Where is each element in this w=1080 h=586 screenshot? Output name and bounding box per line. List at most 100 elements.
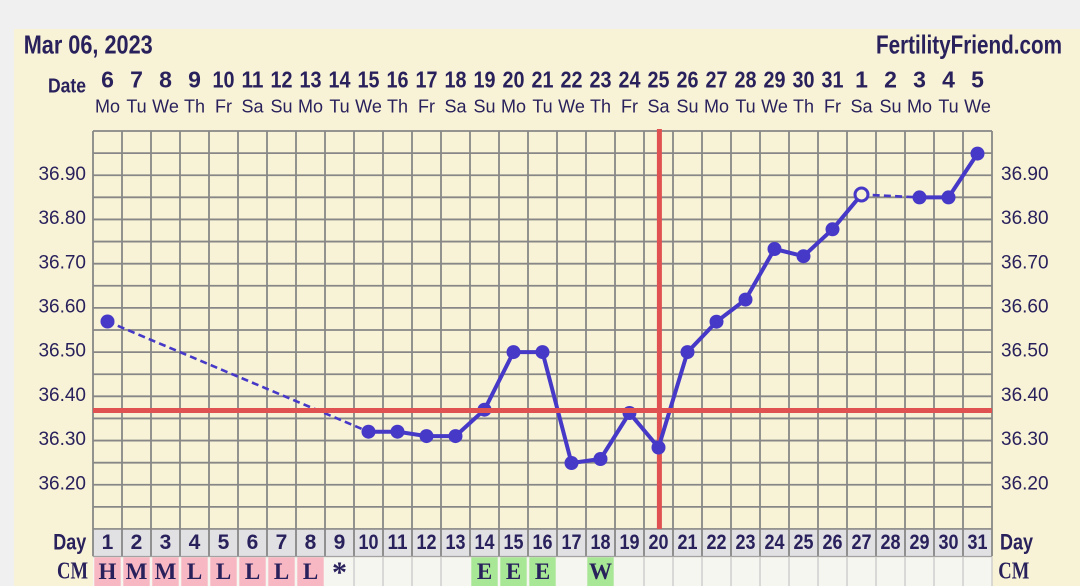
svg-text:27: 27 <box>852 531 872 554</box>
svg-text:Mo: Mo <box>704 97 729 117</box>
svg-text:M: M <box>155 559 177 584</box>
svg-text:25: 25 <box>794 531 814 554</box>
svg-text:L: L <box>245 559 260 584</box>
svg-text:36.40: 36.40 <box>38 385 86 406</box>
svg-text:14: 14 <box>329 67 351 93</box>
svg-text:6: 6 <box>247 531 259 554</box>
svg-text:L: L <box>303 559 318 584</box>
svg-text:20: 20 <box>649 531 669 554</box>
svg-text:Mo: Mo <box>501 97 526 117</box>
svg-text:31: 31 <box>968 531 988 554</box>
svg-text:19: 19 <box>620 531 640 554</box>
svg-text:22: 22 <box>707 531 727 554</box>
svg-text:12: 12 <box>271 67 293 93</box>
svg-text:E: E <box>535 559 550 584</box>
svg-text:Mo: Mo <box>95 97 120 117</box>
svg-text:1: 1 <box>102 531 114 554</box>
svg-text:CM: CM <box>57 559 88 585</box>
svg-text:Sa: Sa <box>647 97 670 117</box>
svg-text:Tu: Tu <box>532 97 552 117</box>
svg-text:14: 14 <box>475 531 495 554</box>
svg-text:Date: Date <box>48 76 86 98</box>
svg-text:26: 26 <box>823 531 843 554</box>
svg-text:FertilityFriend.com: FertilityFriend.com <box>876 29 1062 59</box>
svg-text:13: 13 <box>446 531 466 554</box>
svg-text:*: * <box>332 556 347 586</box>
svg-text:36.90: 36.90 <box>38 164 86 185</box>
svg-text:27: 27 <box>706 67 728 93</box>
svg-text:10: 10 <box>213 67 235 93</box>
svg-text:H: H <box>99 559 117 584</box>
svg-text:Tu: Tu <box>329 97 349 117</box>
svg-text:36.70: 36.70 <box>1001 252 1049 273</box>
svg-text:36.80: 36.80 <box>1001 208 1049 229</box>
svg-text:We: We <box>355 97 382 117</box>
svg-text:1: 1 <box>855 67 868 93</box>
svg-text:11: 11 <box>388 531 408 554</box>
svg-text:Sa: Sa <box>444 97 467 117</box>
svg-text:26: 26 <box>677 67 699 93</box>
svg-text:36.90: 36.90 <box>1001 164 1049 185</box>
svg-text:3: 3 <box>160 531 172 554</box>
svg-text:22: 22 <box>561 67 583 93</box>
svg-text:Su: Su <box>473 97 495 117</box>
svg-text:36.60: 36.60 <box>38 297 86 318</box>
svg-text:18: 18 <box>445 67 467 93</box>
svg-text:20: 20 <box>503 67 525 93</box>
svg-text:Sa: Sa <box>850 97 873 117</box>
svg-text:23: 23 <box>736 531 756 554</box>
svg-text:23: 23 <box>590 67 612 93</box>
svg-text:17: 17 <box>562 531 582 554</box>
svg-text:CM: CM <box>998 559 1029 585</box>
svg-text:31: 31 <box>822 67 844 93</box>
svg-text:16: 16 <box>387 67 409 93</box>
svg-text:We: We <box>558 97 585 117</box>
svg-text:Su: Su <box>270 97 292 117</box>
svg-text:12: 12 <box>417 531 437 554</box>
svg-text:Su: Su <box>879 97 901 117</box>
svg-text:3: 3 <box>913 67 926 93</box>
svg-text:18: 18 <box>591 531 611 554</box>
svg-text:4: 4 <box>942 67 955 93</box>
svg-text:Tu: Tu <box>735 97 755 117</box>
svg-text:M: M <box>126 559 148 584</box>
svg-text:16: 16 <box>533 531 553 554</box>
svg-text:Fr: Fr <box>418 97 435 117</box>
svg-text:36.50: 36.50 <box>1001 341 1049 362</box>
svg-text:Mar 06, 2023: Mar 06, 2023 <box>24 29 153 59</box>
svg-text:Fr: Fr <box>215 97 232 117</box>
svg-text:8: 8 <box>305 531 317 554</box>
svg-text:W: W <box>589 559 612 584</box>
svg-text:21: 21 <box>532 67 554 93</box>
svg-text:28: 28 <box>881 531 901 554</box>
svg-text:Th: Th <box>793 97 814 117</box>
svg-text:L: L <box>216 559 231 584</box>
svg-text:7: 7 <box>130 67 143 93</box>
svg-text:Fr: Fr <box>824 97 841 117</box>
svg-text:36.80: 36.80 <box>38 208 86 229</box>
svg-text:36.20: 36.20 <box>38 473 86 494</box>
svg-text:36.30: 36.30 <box>38 429 86 450</box>
svg-text:We: We <box>964 97 991 117</box>
svg-text:21: 21 <box>678 531 698 554</box>
svg-text:15: 15 <box>358 67 380 93</box>
svg-text:25: 25 <box>648 67 670 93</box>
svg-text:Mo: Mo <box>907 97 932 117</box>
svg-text:Th: Th <box>184 97 205 117</box>
svg-text:24: 24 <box>765 531 785 554</box>
svg-text:15: 15 <box>504 531 524 554</box>
svg-text:Tu: Tu <box>126 97 146 117</box>
svg-text:Su: Su <box>676 97 698 117</box>
svg-text:L: L <box>187 559 202 584</box>
svg-text:Th: Th <box>590 97 611 117</box>
svg-text:36.70: 36.70 <box>38 252 86 273</box>
svg-text:5: 5 <box>971 67 984 93</box>
svg-text:13: 13 <box>300 67 322 93</box>
svg-text:24: 24 <box>619 67 641 93</box>
svg-text:29: 29 <box>764 67 786 93</box>
svg-text:2: 2 <box>131 531 143 554</box>
svg-text:17: 17 <box>416 67 438 93</box>
svg-text:9: 9 <box>188 67 201 93</box>
svg-text:L: L <box>274 559 289 584</box>
svg-text:9: 9 <box>334 531 346 554</box>
